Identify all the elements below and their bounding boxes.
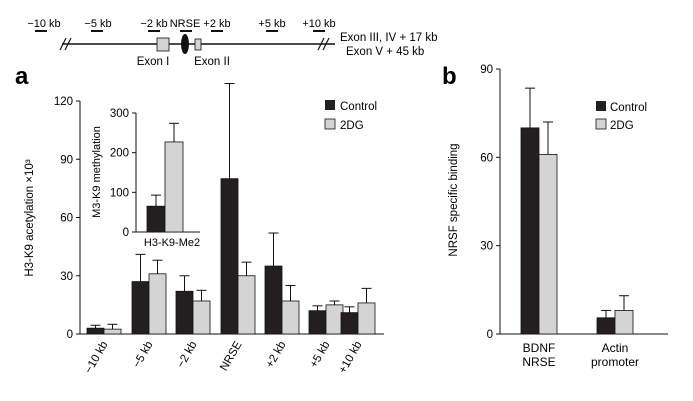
inset-bar-2dg-0 [164, 141, 184, 233]
panel-a-bar-2dg-0 [103, 328, 122, 335]
exon1-box [156, 37, 170, 52]
panel-a-chart: H3-K9 acetylation ×10³ 0 30 60 90 120 −10 kb… [24, 83, 384, 376]
panel-a-bar-2dg-6 [357, 302, 376, 335]
panel-a-bar-control-4 [264, 265, 283, 335]
panel-b-xtick-label-0-0: BDNF [523, 341, 556, 355]
gene-map: −10 kb −5 kb −2 kb NRSE +2 kb +5 kb +10 … [27, 18, 437, 68]
panel-label-b: b [442, 63, 457, 90]
exon2-box [194, 38, 202, 51]
map-break-left [59, 37, 72, 51]
panel-b-ytick-label-0: 0 [487, 329, 493, 341]
panel-b-xtick-label-0-1: NRSE [522, 355, 555, 369]
probe-label-p2: +2 kb [203, 18, 230, 30]
panel-a-bar-control-2 [175, 290, 194, 335]
legend-b-control-label: Control [610, 102, 647, 114]
panel-b-y-ticks: 0 30 60 90 [480, 64, 500, 341]
panel-a-bar-control-0 [86, 327, 105, 335]
panel-b-bars [520, 87, 634, 335]
legend-a-control-swatch [325, 100, 335, 110]
legend-b-2dg-swatch [595, 118, 607, 130]
panel-a-bar-2dg-5 [325, 304, 344, 335]
legend-a-2dg-swatch [324, 118, 336, 130]
panel-a-ytick-label-2: 60 [60, 213, 73, 225]
panel-a-legend: Control 2DG [324, 100, 377, 132]
panel-a-ytick-label-3: 90 [60, 154, 73, 166]
panel-label-a: a [15, 63, 29, 90]
panel-b-ytick-label-3: 90 [480, 64, 493, 76]
legend-b-2dg-label: 2DG [610, 120, 634, 132]
probe-label-m5: −5 kb [84, 18, 111, 30]
inset-chart: M3-K9 methylation H3-K9-Me2 0 100 200 300 [91, 108, 200, 249]
panel-a-ylabel: H3-K9 acetylation ×10³ [24, 159, 36, 276]
panel-a-ytick-label-4: 120 [54, 96, 73, 108]
panel-a-bar-control-1 [131, 281, 150, 335]
panel-a-bar-control-6 [340, 312, 359, 335]
panel-a-bar-control-3 [220, 178, 239, 335]
panel-b-ylabel: NRSF specific binding [448, 143, 460, 256]
panel-a-bar-2dg-4 [281, 300, 300, 335]
panel-b-bar-2dg-1 [614, 310, 634, 335]
probe-label-p10: +10 kb [302, 18, 335, 30]
panel-b-bar-2dg-0 [538, 153, 558, 335]
inset-ytick-label-1: 100 [110, 187, 129, 199]
panel-a-bars [86, 83, 376, 335]
panel-a-bar-control-5 [308, 310, 327, 335]
panel-a-xtick-label-3: NRSE [218, 339, 245, 373]
legend-a-2dg-label: 2DG [340, 120, 364, 132]
inset-ytick-label-0: 0 [123, 227, 129, 239]
panel-b-ytick-label-1: 30 [480, 241, 493, 253]
legend-b-control-swatch [596, 101, 606, 111]
exon1-label: Exon I [137, 56, 170, 68]
inset-xlabel: H3-K9-Me2 [144, 237, 200, 249]
panel-a-xtick-label-6: +10 kb [337, 340, 365, 376]
inset-bar-control-0 [146, 205, 166, 233]
panel-a-xtick-label-1: −5 kb [131, 340, 156, 371]
panel-a-ytick-label-1: 30 [60, 271, 73, 283]
panel-a-bar-2dg-1 [148, 273, 167, 335]
panel-a-y-ticks: 0 30 60 90 120 [54, 96, 80, 341]
map-note-1: Exon III, IV + 17 kb [340, 32, 438, 44]
panel-a-bar-2dg-3 [237, 275, 256, 335]
panel-a-x-ticks: −10 kb −5 kb −2 kb NRSE +2 kb +5 kb +10 kb [83, 339, 365, 375]
probe-label-nrse: NRSE [170, 18, 201, 30]
exon2-label: Exon II [194, 56, 230, 68]
panel-a-xtick-label-0: −10 kb [83, 340, 111, 376]
legend-a-control-label: Control [340, 101, 377, 113]
inset-bars [146, 122, 184, 233]
panel-a-xtick-label-2: −2 kb [175, 340, 200, 371]
inset-ylabel: M3-K9 methylation [91, 126, 103, 218]
panel-a-bar-2dg-2 [192, 300, 211, 335]
inset-ytick-label-3: 300 [110, 108, 129, 120]
panel-b-legend: Control 2DG [595, 101, 647, 132]
map-break-right [317, 37, 330, 51]
panel-b-ytick-label-2: 60 [480, 152, 493, 164]
probe-label-m2: −2 kb [140, 18, 167, 30]
panel-b-bar-control-1 [596, 317, 616, 335]
panel-b-bar-control-0 [520, 127, 540, 335]
panel-a-xtick-label-4: +2 kb [264, 340, 289, 371]
inset-y-ticks: 0 100 200 300 [110, 108, 136, 239]
probe-label-p5: +5 kb [258, 18, 285, 30]
panel-a-xtick-label-5: +5 kb [308, 340, 333, 371]
panel-b-xtick-label-1-0: Actin [602, 341, 629, 355]
panel-b-xtick-label-1-1: promoter [591, 355, 639, 369]
panel-a-ytick-label-0: 0 [67, 329, 73, 341]
probe-label-m10: −10 kb [27, 18, 60, 30]
inset-ytick-label-2: 200 [110, 148, 129, 160]
map-note-2: Exon V + 45 kb [346, 46, 424, 58]
nrse-element [181, 34, 189, 54]
